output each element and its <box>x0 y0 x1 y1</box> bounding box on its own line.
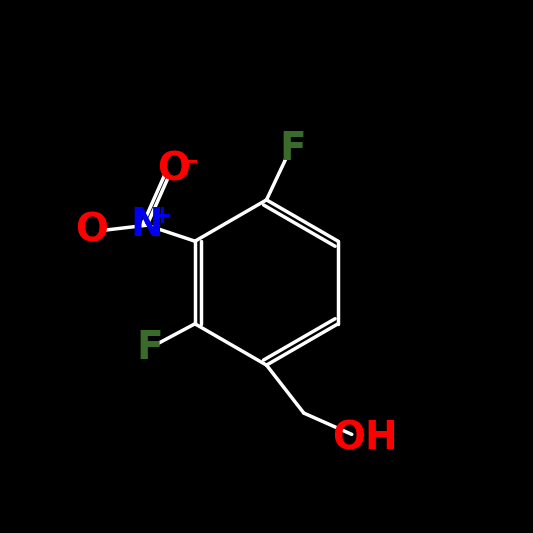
Text: +: + <box>151 204 172 228</box>
Text: OH: OH <box>332 419 398 458</box>
Text: N: N <box>131 206 163 244</box>
Text: −: − <box>178 149 199 173</box>
Text: F: F <box>136 329 163 367</box>
Text: F: F <box>280 130 306 168</box>
Text: O: O <box>76 212 109 249</box>
Text: O: O <box>157 150 190 188</box>
